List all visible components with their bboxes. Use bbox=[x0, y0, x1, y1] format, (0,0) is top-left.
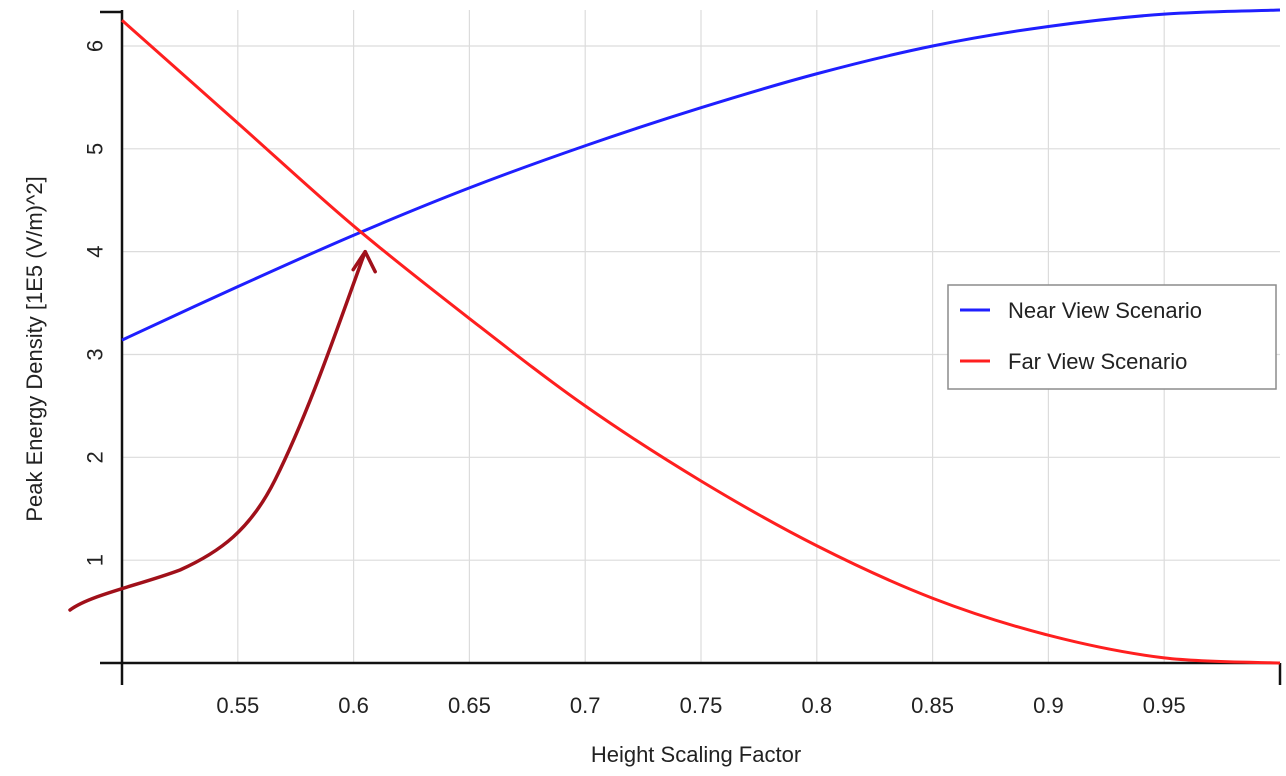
x-tick-labels: 0.55 0.6 0.65 0.7 0.75 0.8 0.85 0.9 0.95 bbox=[216, 693, 1185, 718]
y-tick-label-2: 3 bbox=[83, 348, 108, 360]
x-tick-label-6: 0.85 bbox=[911, 693, 954, 718]
series-line-far-view bbox=[121, 19, 1281, 665]
y-tick-labels: 1 2 3 4 5 6 bbox=[83, 40, 108, 566]
x-tick-label-3: 0.7 bbox=[570, 693, 601, 718]
annotation-arrow bbox=[68, 249, 377, 612]
series-lines bbox=[121, 8, 1281, 665]
x-tick-label-1: 0.6 bbox=[338, 693, 369, 718]
y-tick-label-0: 1 bbox=[83, 554, 108, 566]
x-axis-label: Height Scaling Factor bbox=[591, 742, 801, 767]
y-tick-label-1: 2 bbox=[83, 451, 108, 463]
series-line-near-view bbox=[121, 8, 1281, 342]
x-tick-label-5: 0.8 bbox=[802, 693, 833, 718]
x-tick-label-8: 0.95 bbox=[1143, 693, 1186, 718]
x-tick-label-7: 0.9 bbox=[1033, 693, 1064, 718]
legend-label-near: Near View Scenario bbox=[1008, 298, 1202, 323]
axes bbox=[100, 10, 1282, 685]
annotation-curve bbox=[68, 249, 367, 612]
x-tick-label-0: 0.55 bbox=[216, 693, 259, 718]
y-tick-label-5: 6 bbox=[83, 40, 108, 52]
grid-lines bbox=[122, 10, 1280, 663]
y-tick-label-4: 5 bbox=[83, 143, 108, 155]
legend-label-far: Far View Scenario bbox=[1008, 349, 1187, 374]
y-axis-label: Peak Energy Density [1E5 (V/m)^2] bbox=[22, 176, 47, 521]
x-tick-label-2: 0.65 bbox=[448, 693, 491, 718]
legend: Near View Scenario Far View Scenario bbox=[947, 284, 1277, 390]
y-tick-label-3: 4 bbox=[83, 246, 108, 258]
annotation-arrowhead bbox=[351, 249, 377, 274]
legend-box bbox=[947, 284, 1277, 390]
x-tick-label-4: 0.75 bbox=[680, 693, 723, 718]
